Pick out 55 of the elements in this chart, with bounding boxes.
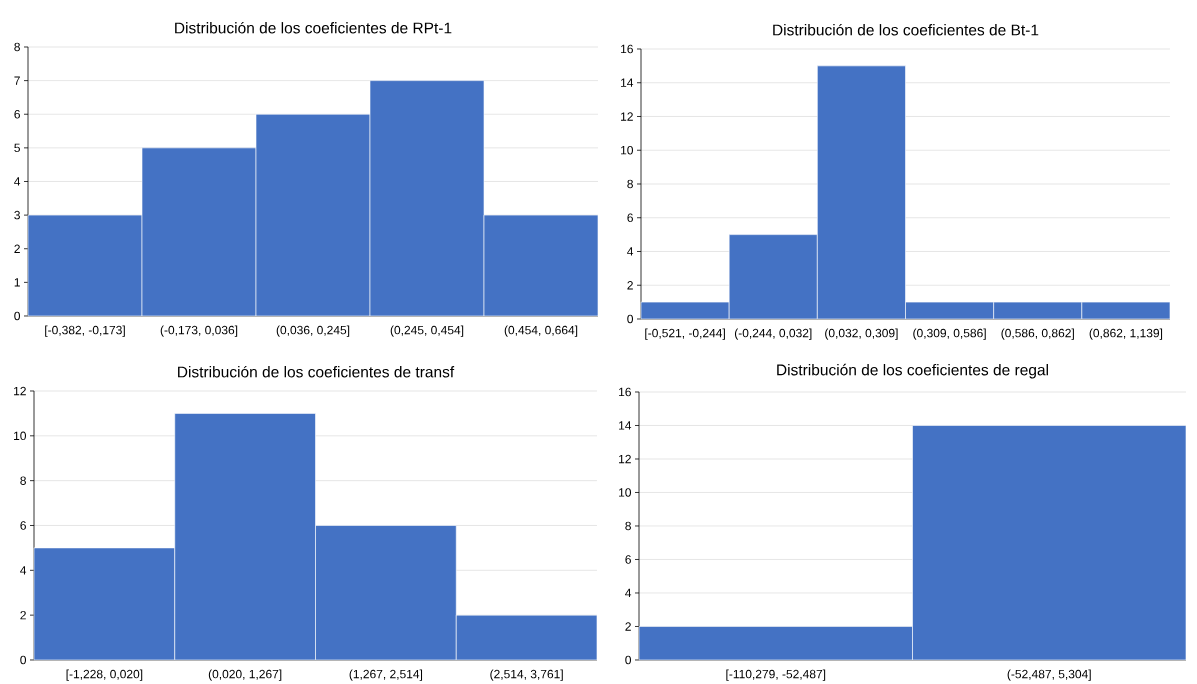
y-tick-label: 16	[619, 387, 631, 397]
y-tick-label: 12	[619, 454, 631, 464]
y-tick-label: 16	[621, 44, 633, 54]
chart-title: Distribución de los coeficientes de regal	[777, 363, 1048, 379]
y-tick-label: 0	[627, 314, 634, 324]
y-tick-label: 2	[20, 610, 26, 620]
x-tick-label: (0,862, 1,139]	[1089, 328, 1163, 340]
x-tick-label: (1,267, 2,514]	[349, 669, 423, 681]
x-tick-label: (0,020, 1,267]	[208, 669, 282, 681]
y-tick-label: 14	[619, 421, 632, 430]
y-tick-label: 5	[14, 143, 20, 153]
x-tick-label: (0,032, 0,309]	[825, 328, 898, 340]
y-tick-label: 3	[14, 210, 20, 220]
y-tick-label: 14	[621, 78, 634, 87]
x-tick-label: (-0,173, 0,036]	[160, 325, 238, 337]
y-tick-label: 8	[627, 179, 633, 189]
x-tick-label: (-52,487, 5,304]	[1007, 669, 1091, 681]
y-tick-label: 8	[14, 42, 20, 52]
y-tick-label: 4	[627, 247, 634, 256]
y-tick-label: 2	[625, 622, 631, 631]
x-tick-label: (0,309, 0,586]	[913, 328, 986, 340]
y-tick-label: 8	[625, 521, 631, 531]
x-tick-label: (0,454, 0,664]	[504, 325, 578, 337]
y-tick-label: 0	[20, 655, 27, 665]
y-tick-label: 6	[14, 110, 20, 119]
x-tick-label: [-0,382, -0,173]	[45, 325, 125, 337]
y-tick-label: 4	[14, 177, 21, 186]
chart-title: Distribución de los coeficientes de RPt-1	[175, 21, 452, 34]
y-tick-label: 12	[621, 112, 633, 121]
x-tick-label: [-110,279, -52,487]	[726, 669, 826, 681]
x-tick-label: [-1,228, 0,020]	[66, 669, 143, 681]
x-tick-label: (2,514, 3,761]	[490, 669, 563, 681]
y-tick-label: 2	[14, 244, 20, 253]
y-tick-label: 2	[627, 281, 633, 290]
y-tick-label: 6	[625, 555, 631, 564]
y-tick-label: 1	[14, 278, 20, 287]
y-tick-label: 6	[20, 521, 26, 530]
x-tick-label: (0,245, 0,454]	[390, 325, 464, 337]
y-tick-label: 10	[14, 431, 27, 441]
y-tick-label: 0	[14, 311, 21, 321]
x-tick-label: (0,036, 0,245]	[276, 325, 350, 337]
chart-title: Distribución de los coeficientes de transf	[178, 365, 455, 378]
y-tick-label: 8	[20, 476, 26, 485]
x-tick-label: (0,586, 0,862]	[1001, 328, 1074, 340]
y-tick-label: 12	[14, 386, 26, 396]
y-tick-label: 0	[625, 655, 632, 665]
y-tick-label: 4	[20, 566, 27, 575]
y-tick-label: 7	[14, 76, 20, 85]
y-tick-label: 10	[621, 145, 634, 155]
y-tick-label: 6	[627, 213, 633, 222]
y-tick-label: 10	[619, 488, 632, 497]
chart-title: Distribución de los coeficientes de Bt-1	[773, 23, 1039, 36]
y-tick-label: 4	[625, 588, 632, 598]
x-tick-label: [-0,521, -0,244]	[645, 328, 725, 340]
x-tick-label: (-0,244, 0,032]	[734, 328, 812, 340]
